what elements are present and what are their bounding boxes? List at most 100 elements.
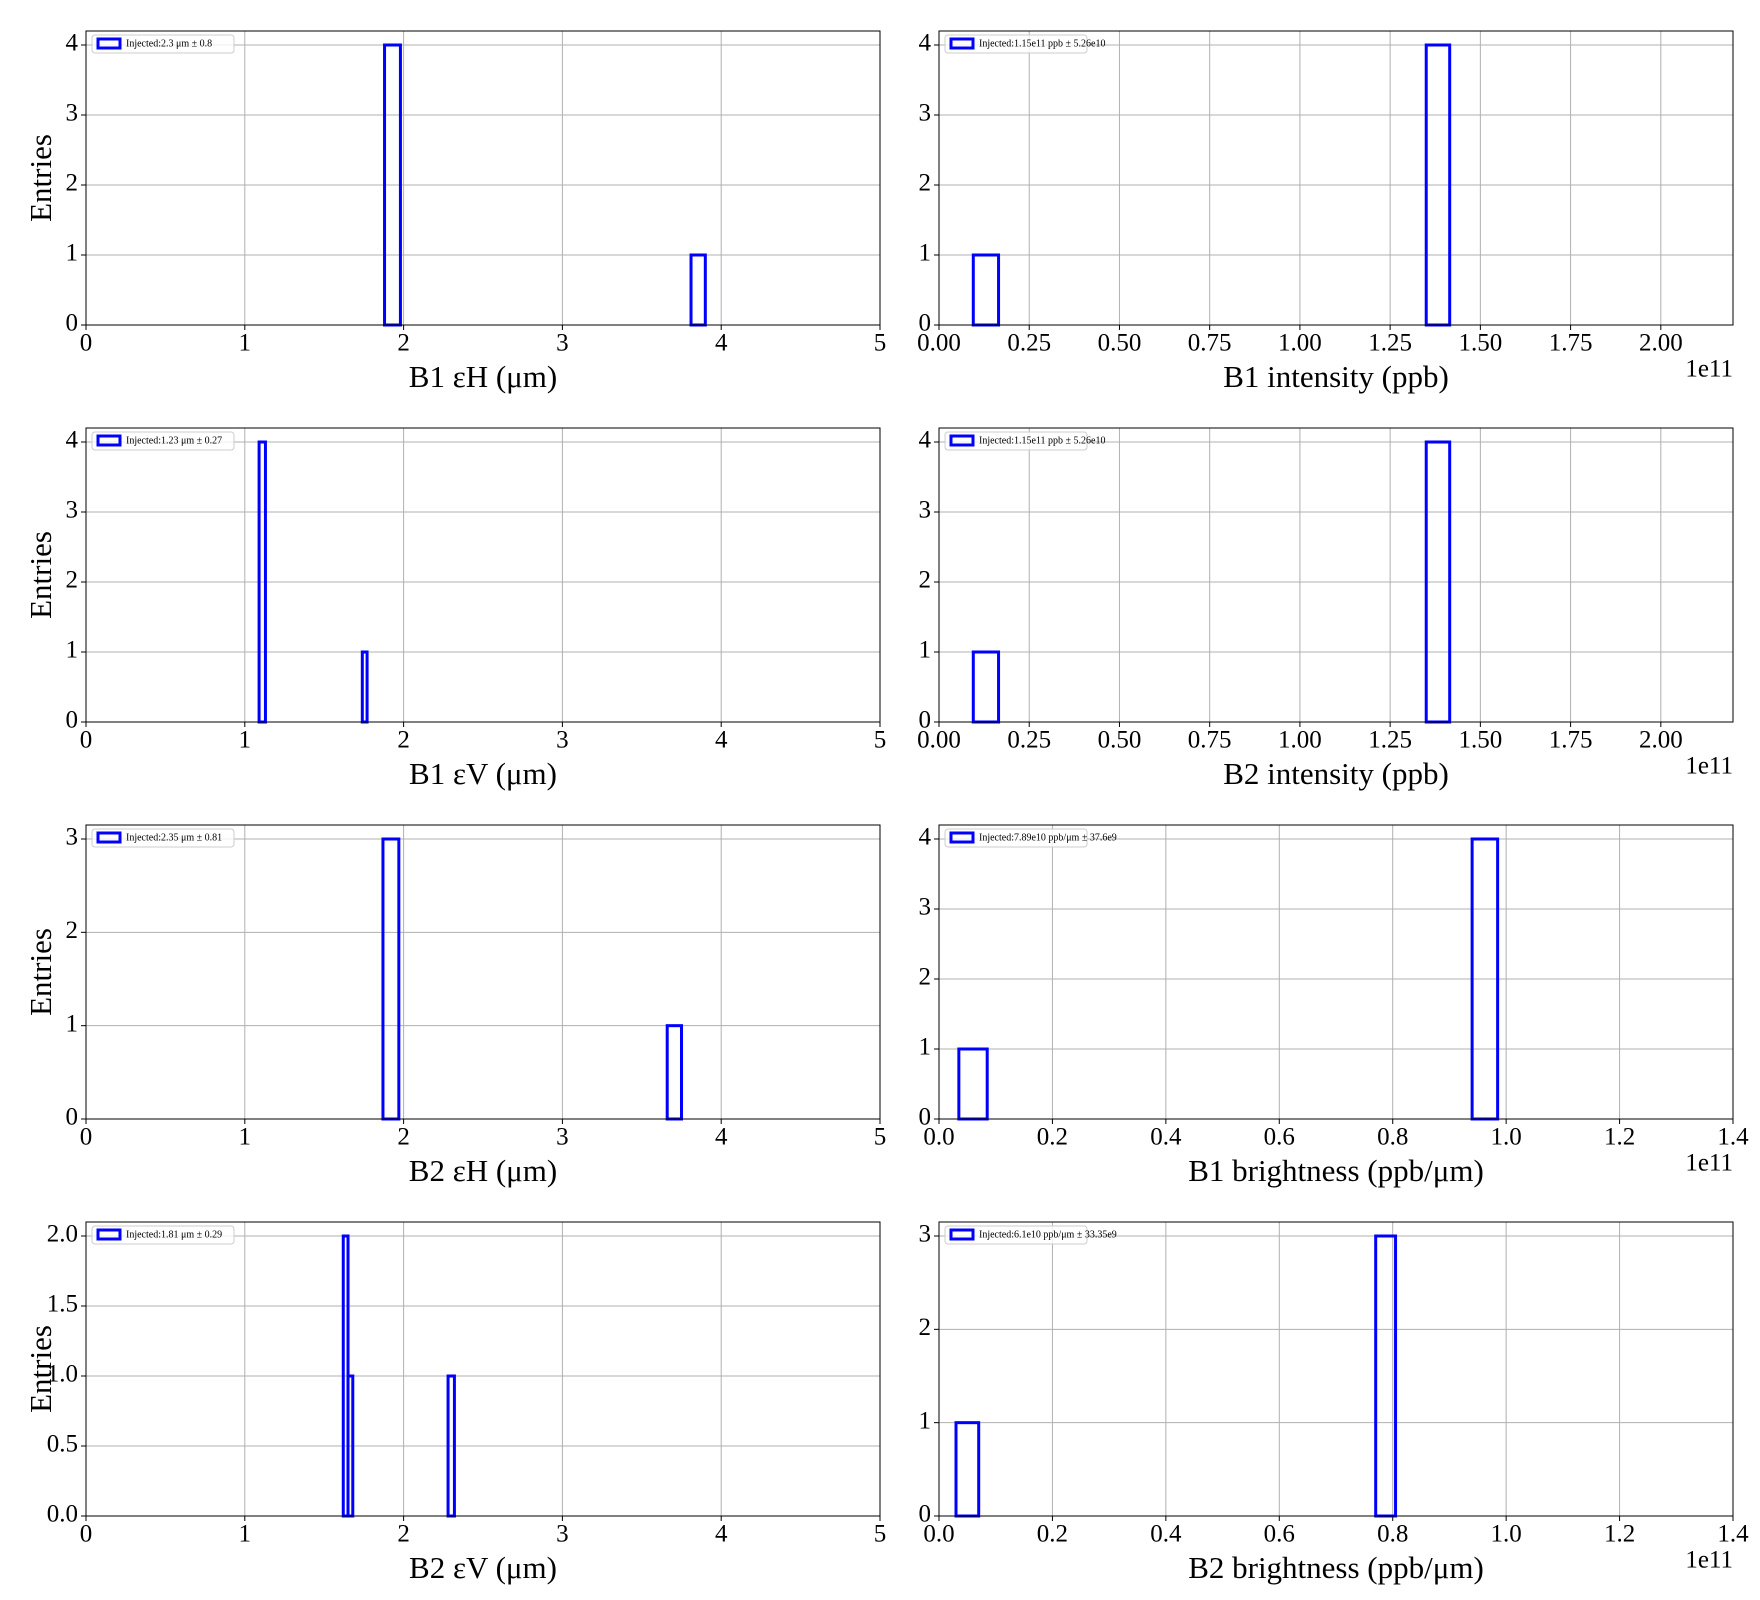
x-tick-label: 0.25: [1007, 727, 1051, 754]
legend-frame: [91, 1225, 235, 1245]
y-axis-label: Entries: [23, 928, 58, 1016]
legend-label: Injected:1.81 μm ± 0.29: [126, 1229, 222, 1240]
x-tick-label: 0.8: [1377, 1521, 1408, 1548]
x-tick-label: 4: [715, 727, 728, 754]
y-axis-label: Entries: [23, 531, 58, 619]
plot-frame: [85, 427, 881, 723]
x-tick-label: 1.75: [1549, 330, 1593, 357]
legend-swatch: [949, 37, 975, 50]
x-tick-label: 0.00: [917, 727, 961, 754]
y-tick-label: 1: [66, 1010, 79, 1037]
y-tick-label: 1.0: [47, 1361, 78, 1388]
legend-swatch: [96, 831, 122, 844]
histogram-bar: [954, 1421, 981, 1518]
x-tick-label: 0.6: [1264, 1124, 1295, 1151]
x-axis-label: B1 εH (μm): [409, 359, 557, 394]
y-tick-label: 3: [66, 100, 79, 127]
x-tick-label: 2: [397, 727, 410, 754]
x-tick-label: 2: [397, 1521, 410, 1548]
x-tick-label: 2: [397, 330, 410, 357]
x-tick-label: 0.0: [923, 1521, 954, 1548]
y-tick-label: 2: [919, 567, 932, 594]
plot-frame: [938, 427, 1734, 723]
legend-frame: [91, 34, 235, 54]
legend-swatch: [949, 831, 975, 844]
legend-frame: [91, 828, 235, 848]
x-axis-label: B1 intensity (ppb): [1223, 359, 1449, 394]
histogram-bar: [957, 1047, 989, 1121]
x-offset-label: 1e11: [1685, 753, 1733, 780]
x-tick-label: 0: [80, 330, 93, 357]
x-offset-label: 1e11: [1685, 1547, 1733, 1574]
x-axis-label: B2 εV (μm): [409, 1550, 557, 1585]
histogram-bar: [665, 1024, 684, 1121]
legend-frame: [944, 34, 1088, 54]
x-tick-label: 5: [874, 727, 887, 754]
y-tick-label: 4: [66, 427, 79, 454]
y-tick-label: 4: [66, 30, 79, 57]
x-tick-label: 1.2: [1604, 1124, 1635, 1151]
plot-frame: [938, 1221, 1734, 1517]
legend-swatch: [949, 434, 975, 447]
x-tick-label: 0.6: [1264, 1521, 1295, 1548]
y-tick-label: 2: [66, 567, 79, 594]
y-axis-label: Entries: [23, 134, 58, 222]
x-tick-label: 1.50: [1458, 727, 1502, 754]
x-tick-label: 5: [874, 1521, 887, 1548]
legend-swatch: [96, 1228, 122, 1241]
y-tick-label: 0.5: [47, 1431, 78, 1458]
y-tick-label: 1: [66, 240, 79, 267]
histogram-bar: [689, 253, 707, 327]
x-tick-label: 4: [715, 330, 728, 357]
x-tick-label: 3: [556, 1124, 569, 1151]
plot-frame: [938, 30, 1734, 326]
legend-frame: [944, 431, 1088, 451]
y-tick-label: 3: [919, 894, 932, 921]
x-tick-label: 1: [239, 727, 252, 754]
x-tick-label: 0: [80, 1124, 93, 1151]
histogram-bar: [971, 253, 1001, 327]
y-tick-label: 0: [919, 707, 932, 734]
x-axis-label: B1 brightness (ppb/μm): [1188, 1153, 1484, 1188]
x-axis-label: B2 εH (μm): [409, 1153, 557, 1188]
x-tick-label: 5: [874, 330, 887, 357]
x-tick-label: 2.00: [1639, 330, 1683, 357]
x-tick-label: 1.00: [1278, 330, 1322, 357]
x-tick-label: 0.4: [1150, 1521, 1182, 1548]
x-tick-label: 1.0: [1491, 1124, 1522, 1151]
x-tick-label: 0.4: [1150, 1124, 1182, 1151]
x-tick-label: 1.50: [1458, 330, 1502, 357]
y-tick-label: 3: [919, 497, 932, 524]
y-tick-label: 2.0: [47, 1221, 78, 1248]
x-tick-label: 1.4: [1717, 1124, 1749, 1151]
x-axis-label: B2 intensity (ppb): [1223, 756, 1449, 791]
legend-label: Injected:2.3 μm ± 0.8: [126, 38, 212, 49]
legend-frame: [944, 828, 1088, 848]
x-tick-label: 1: [239, 330, 252, 357]
x-tick-label: 4: [715, 1521, 728, 1548]
x-tick-label: 0.75: [1188, 727, 1232, 754]
legend-frame: [944, 1225, 1088, 1245]
x-tick-label: 1: [239, 1124, 252, 1151]
x-tick-label: 1.0: [1491, 1521, 1522, 1548]
x-tick-label: 0.00: [917, 330, 961, 357]
legend-frame: [91, 431, 235, 451]
y-tick-label: 0: [919, 1501, 932, 1528]
legend-label: Injected:1.23 μm ± 0.27: [126, 435, 222, 446]
histogram-bar: [381, 837, 401, 1121]
y-tick-label: 4: [919, 427, 932, 454]
y-tick-label: 3: [66, 824, 79, 851]
x-offset-label: 1e11: [1685, 1150, 1733, 1177]
x-tick-label: 0.2: [1037, 1521, 1068, 1548]
y-tick-label: 0: [66, 1104, 79, 1131]
y-tick-label: 3: [919, 1221, 932, 1248]
x-tick-label: 1: [239, 1521, 252, 1548]
histogram-bar: [360, 650, 369, 724]
x-axis-label: B2 brightness (ppb/μm): [1188, 1550, 1484, 1585]
legend-label: Injected:1.15e11 ppb ± 5.26e10: [979, 435, 1105, 446]
y-tick-label: 3: [919, 100, 932, 127]
x-tick-label: 3: [556, 330, 569, 357]
x-tick-label: 1.2: [1604, 1521, 1635, 1548]
x-tick-label: 1.00: [1278, 727, 1322, 754]
